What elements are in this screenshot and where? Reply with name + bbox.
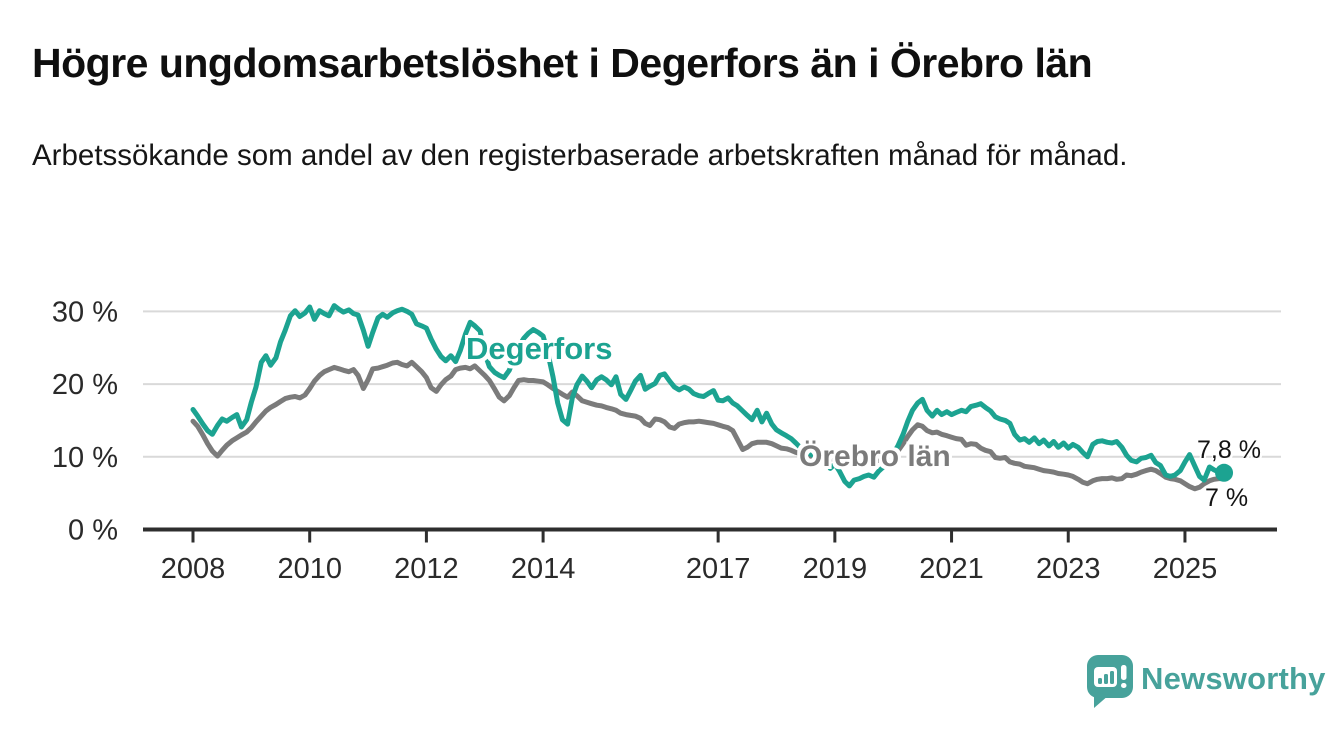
- latest-value-dot: [1215, 463, 1234, 482]
- x-axis-label-2021: 2021: [919, 553, 984, 585]
- x-axis-label-2010: 2010: [277, 553, 342, 585]
- x-axis-label-2019: 2019: [803, 553, 868, 585]
- page-subtitle: Arbetssökande som andel av den registerb…: [32, 139, 1128, 172]
- newsworthy-wordmark: Newsworthy: [1141, 661, 1326, 696]
- series-line-degerfors: [190, 303, 1227, 489]
- newsworthy-speech-bubble-bar-chart-icon: [1087, 655, 1133, 708]
- x-axis-label-2023: 2023: [1036, 553, 1101, 585]
- x-axis-label-2014: 2014: [511, 553, 576, 585]
- page-title: Högre ungdomsarbetslöshet i Degerfors än…: [32, 40, 1093, 86]
- y-axis-label-10: 10 %: [52, 442, 118, 474]
- end-value-degerfors: 7,8 %: [1197, 436, 1261, 464]
- x-axis-label-2025: 2025: [1153, 553, 1218, 585]
- y-axis-label-0: 0 %: [68, 515, 118, 547]
- series-label-orebro: Örebro län: [799, 440, 951, 473]
- x-axis-label-2012: 2012: [394, 553, 459, 585]
- end-value-orebro: 7 %: [1205, 484, 1249, 512]
- x-axis-label-2008: 2008: [161, 553, 226, 585]
- y-axis-label-20: 20 %: [52, 369, 118, 401]
- series-line-orebro-lan: [190, 359, 1227, 492]
- x-axis-label-2017: 2017: [686, 553, 751, 585]
- y-axis-label-30: 30 %: [52, 296, 118, 328]
- newsworthy-logo: Newsworthy: [1086, 655, 1325, 709]
- series-label-degerfors: Degerfors: [466, 331, 613, 366]
